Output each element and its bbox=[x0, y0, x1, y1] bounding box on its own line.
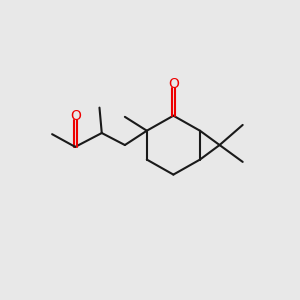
Text: O: O bbox=[70, 109, 81, 123]
Text: O: O bbox=[168, 77, 179, 91]
